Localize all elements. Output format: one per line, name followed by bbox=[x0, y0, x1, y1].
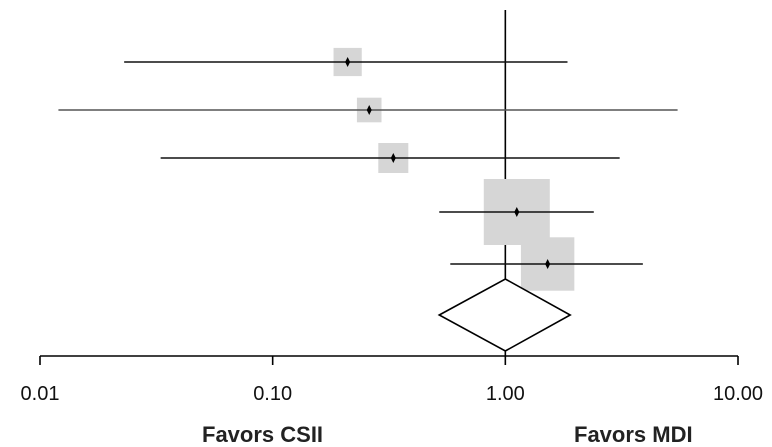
x-tick-label: 1.00 bbox=[486, 383, 525, 405]
study-point-estimate bbox=[514, 207, 520, 217]
study-row bbox=[124, 47, 568, 77]
study-row bbox=[160, 143, 620, 173]
study-row bbox=[450, 237, 643, 291]
study-point-estimate bbox=[390, 153, 396, 163]
study-row bbox=[439, 179, 594, 245]
study-point-estimate bbox=[345, 57, 351, 67]
pooled-estimate-group bbox=[437, 278, 572, 352]
x-tick-label: 0.10 bbox=[253, 383, 292, 405]
x-tick-label: 10.00 bbox=[713, 383, 763, 405]
axis-labels: Favors CSII Favors MDI bbox=[202, 422, 693, 447]
study-point-estimate bbox=[545, 259, 551, 269]
study-point-estimate bbox=[366, 105, 372, 115]
favor-right-label: Favors MDI bbox=[574, 422, 693, 447]
favor-left-label: Favors CSII bbox=[202, 422, 323, 447]
study-row bbox=[58, 97, 678, 123]
x-tick-label: 0.01 bbox=[21, 383, 60, 405]
study-rows bbox=[58, 47, 678, 291]
x-axis: 0.01 0.10 1.00 10.00 bbox=[21, 10, 763, 405]
pooled-diamond bbox=[437, 278, 572, 352]
